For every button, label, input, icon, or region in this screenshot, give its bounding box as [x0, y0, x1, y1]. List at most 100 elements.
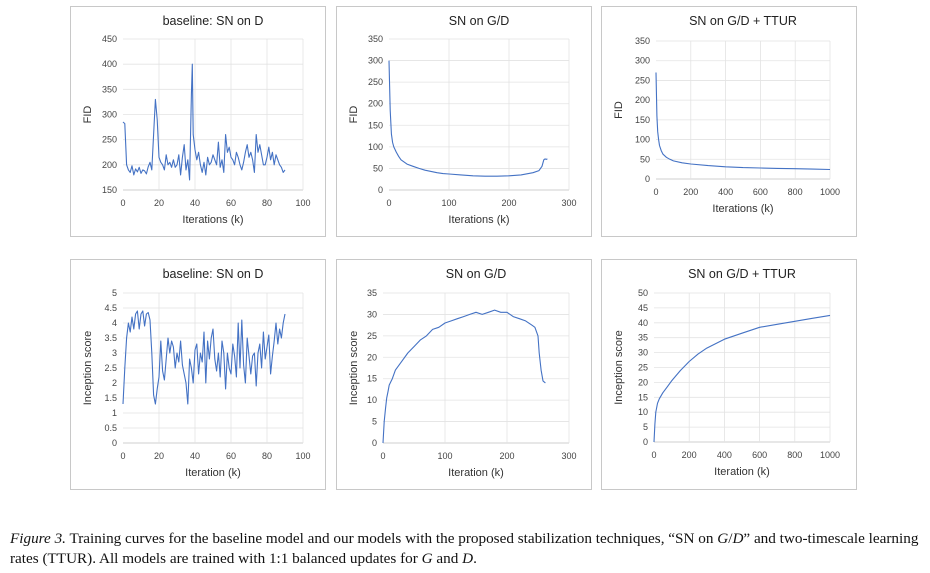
- x-tick-label: 200: [683, 187, 698, 197]
- y-tick-label: 250: [102, 135, 117, 145]
- y-tick-label: 45: [638, 303, 648, 313]
- y-tick-label: 2: [112, 378, 117, 388]
- y-tick-label: 200: [102, 160, 117, 170]
- caption-text-2: ” and two-timescale learning rates (TTUR…: [10, 530, 919, 567]
- x-tick-label: 40: [190, 451, 200, 461]
- y-tick-label: 0: [112, 438, 117, 448]
- x-tick-label: 800: [788, 187, 803, 197]
- y-axis-label: Inception score: [348, 331, 360, 406]
- chart-svg: SN on G/D + TTUR 0 5 10 15 20 25 30 35 40 45 50 0 200…: [613, 267, 840, 478]
- caption-d: D: [732, 530, 744, 547]
- y-tick-label: 20: [638, 377, 648, 387]
- y-tick-label: 1.5: [104, 393, 117, 403]
- y-tick-label: 50: [373, 163, 383, 173]
- series-line: [122, 63, 286, 181]
- chart-title: baseline: SN on D: [163, 14, 264, 28]
- y-tick-label: 5: [372, 417, 377, 427]
- caption-g2: G: [421, 550, 433, 567]
- y-tick-label: 50: [640, 154, 650, 164]
- y-tick-label: 350: [635, 36, 650, 46]
- chart-title: SN on G/D + TTUR: [688, 267, 796, 281]
- x-tick-label: 1000: [820, 450, 840, 460]
- chart-panel-fid-sn-gd: SN on G/D 0 50 100 150 200 250 300 350 0 100 200 300…: [336, 6, 592, 237]
- y-tick-label: 15: [638, 392, 648, 402]
- caption-end: .: [473, 550, 477, 567]
- series-line: [382, 309, 546, 444]
- y-tick-label: 50: [638, 288, 648, 298]
- x-tick-label: 80: [262, 451, 272, 461]
- x-tick-label: 40: [190, 198, 200, 208]
- x-tick-label: 300: [561, 198, 576, 208]
- chart-title: SN on G/D: [446, 267, 506, 281]
- x-tick-label: 1000: [820, 187, 840, 197]
- chart-title: SN on G/D + TTUR: [689, 14, 797, 28]
- x-axis-label: Iterations (k): [712, 203, 773, 215]
- x-tick-label: 0: [653, 187, 658, 197]
- y-tick-label: 150: [102, 185, 117, 195]
- y-axis-label: FID: [348, 106, 360, 124]
- y-tick-label: 0: [643, 437, 648, 447]
- x-tick-label: 60: [226, 451, 236, 461]
- y-tick-label: 250: [368, 77, 383, 87]
- caption-label: Figure 3.: [10, 530, 66, 547]
- x-tick-label: 400: [717, 450, 732, 460]
- x-tick-label: 400: [718, 187, 733, 197]
- y-tick-label: 30: [367, 309, 377, 319]
- chart-panel-is-sn-gd-ttur: SN on G/D + TTUR 0 5 10 15 20 25 30 35 40 45 50 0 200…: [601, 259, 857, 490]
- x-axis-label: Iteration (k): [714, 466, 770, 478]
- series-line: [655, 72, 831, 171]
- x-axis-label: Iteration (k): [185, 467, 241, 479]
- y-tick-label: 35: [638, 333, 648, 343]
- x-tick-label: 0: [380, 451, 385, 461]
- y-tick-label: 0: [378, 185, 383, 195]
- x-tick-label: 800: [787, 450, 802, 460]
- y-tick-label: 30: [638, 348, 648, 358]
- caption-d2: D: [462, 550, 474, 567]
- y-tick-label: 35: [367, 288, 377, 298]
- y-tick-label: 5: [112, 288, 117, 298]
- chart-panel-fid-sn-gd-ttur: SN on G/D + TTUR 0 50 100 150 200 250 300 350 0 20…: [601, 6, 857, 237]
- x-tick-label: 0: [120, 198, 125, 208]
- x-tick-label: 100: [295, 451, 310, 461]
- y-tick-label: 15: [367, 374, 377, 384]
- y-tick-label: 3: [112, 348, 117, 358]
- x-axis-label: Iteration (k): [448, 467, 504, 479]
- y-tick-label: 5: [643, 422, 648, 432]
- chart-panel-fid-baseline: baseline: SN on D 150 200 250 300 350 400 450 0 2…: [70, 6, 326, 237]
- caption-g: G: [717, 530, 729, 547]
- y-tick-label: 10: [367, 395, 377, 405]
- y-tick-label: 4.5: [104, 303, 117, 313]
- x-tick-label: 200: [499, 451, 514, 461]
- y-tick-label: 100: [368, 142, 383, 152]
- y-tick-label: 3.5: [104, 333, 117, 343]
- y-tick-label: 200: [368, 99, 383, 109]
- chart-title: baseline: SN on D: [163, 267, 264, 281]
- y-tick-label: 25: [367, 331, 377, 341]
- x-tick-label: 600: [752, 450, 767, 460]
- caption-slash: /: [728, 530, 733, 547]
- chart-svg: SN on G/D 0 5 10 15 20 25 30 35 0 100 200 300 Iterati…: [348, 267, 577, 479]
- x-tick-label: 80: [262, 198, 272, 208]
- figure-caption: Figure 3. Training curves for the baseli…: [10, 529, 922, 569]
- x-tick-label: 100: [295, 198, 310, 208]
- chart-panel-is-baseline: baseline: SN on D 0 0.5 1 1.5 2 2.5 3 3.5 4 4.5 5 0 2…: [70, 259, 326, 490]
- y-tick-label: 150: [368, 120, 383, 130]
- y-tick-label: 25: [638, 363, 648, 373]
- x-tick-label: 600: [753, 187, 768, 197]
- chart-panel-is-sn-gd: SN on G/D 0 5 10 15 20 25 30 35 0 100 200 300 Iterati…: [336, 259, 592, 490]
- y-axis-label: Inception score: [613, 330, 625, 405]
- y-tick-label: 200: [635, 95, 650, 105]
- y-tick-label: 400: [102, 59, 117, 69]
- x-tick-label: 200: [682, 450, 697, 460]
- x-tick-label: 20: [154, 451, 164, 461]
- y-tick-label: 1: [112, 408, 117, 418]
- y-tick-label: 4: [112, 318, 117, 328]
- y-axis-label: FID: [82, 106, 94, 124]
- y-tick-label: 300: [368, 56, 383, 66]
- y-tick-label: 250: [635, 75, 650, 85]
- y-tick-label: 20: [367, 352, 377, 362]
- x-tick-label: 0: [651, 450, 656, 460]
- chart-svg: baseline: SN on D 150 200 250 300 350 400 450 0 2…: [82, 14, 311, 226]
- series-line: [388, 60, 548, 177]
